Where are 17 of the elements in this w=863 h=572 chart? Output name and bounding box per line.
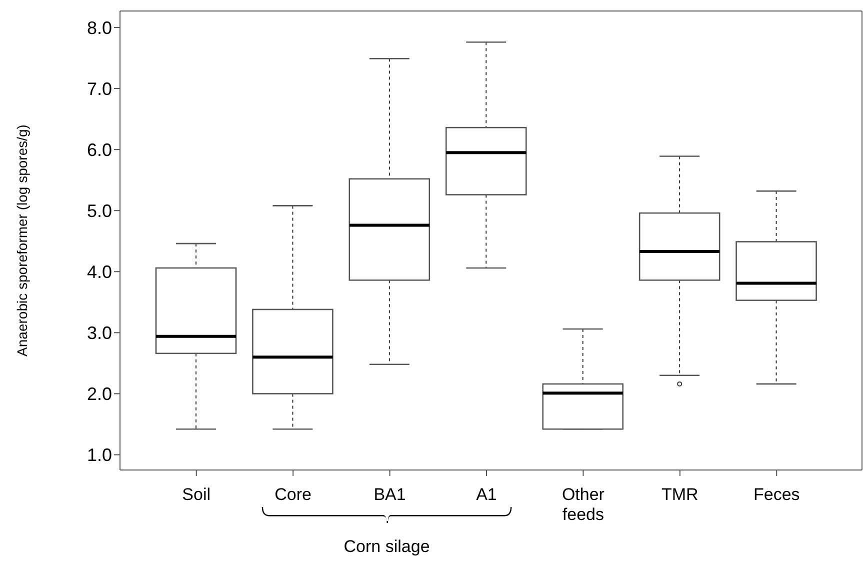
x-tick-label: Core [274,485,312,504]
x-tick-label: Soil [182,485,211,504]
x-tick-label: TMR [662,485,698,504]
y-tick-label: 7.0 [86,78,112,99]
y-tick-label: 6.0 [86,140,112,160]
y-tick-label: 2.0 [86,384,112,404]
x-tick-label: A1 [476,485,497,504]
x-tick-label: Feces [753,485,800,504]
y-tick-label: 4.0 [86,262,112,282]
y-tick-label: 8.0 [86,18,112,38]
x-tick-label: BA1 [374,485,406,504]
x-tick-label: Other feeds [562,485,605,524]
y-tick-label: 1.0 [86,445,112,466]
y-axis-title: Anaerobic sporeformer (log spores/g) [14,124,30,356]
y-tick-label: 3.0 [86,323,112,344]
text: Corn silage [344,537,430,556]
y-tick-label: 5.0 [86,200,112,221]
